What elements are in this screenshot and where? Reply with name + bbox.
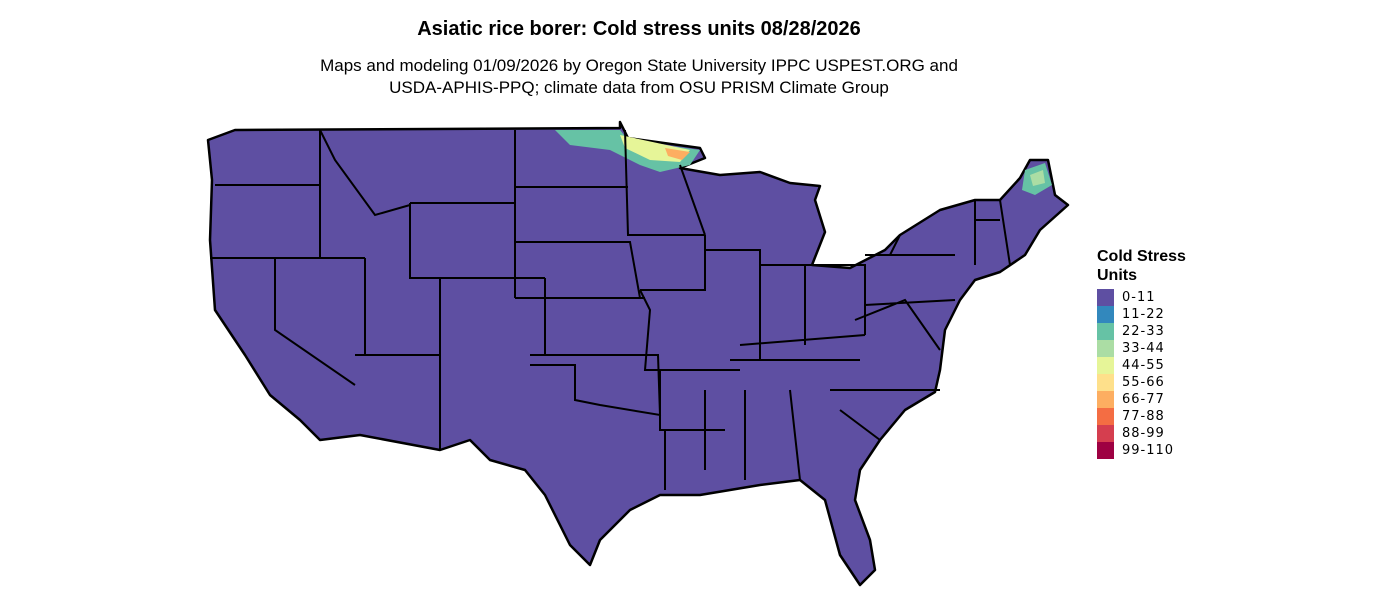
- patch-minnesota: [555, 130, 700, 172]
- legend-swatch: [1097, 442, 1114, 459]
- legend-swatch: [1097, 289, 1114, 306]
- legend-title: Cold Stress Units: [1097, 247, 1186, 285]
- legend-item: 11-22: [1097, 306, 1186, 323]
- legend-label: 99-110: [1122, 443, 1175, 458]
- legend-label: 55-66: [1122, 375, 1165, 390]
- legend-item: 55-66: [1097, 374, 1186, 391]
- subtitle-line-1: Maps and modeling 01/09/2026 by Oregon S…: [320, 56, 958, 75]
- legend-swatch: [1097, 425, 1114, 442]
- legend-item: 0-11: [1097, 289, 1186, 306]
- legend-item: 44-55: [1097, 357, 1186, 374]
- legend-label: 88-99: [1122, 426, 1165, 441]
- cold-stress-patches: [555, 130, 1052, 195]
- legend-label: 22-33: [1122, 324, 1165, 339]
- legend-label: 0-11: [1122, 290, 1156, 305]
- map-title: Asiatic rice borer: Cold stress units 08…: [417, 18, 861, 40]
- legend-title-line-2: Units: [1097, 267, 1137, 284]
- legend-label: 11-22: [1122, 307, 1165, 322]
- legend-item: 99-110: [1097, 442, 1186, 459]
- legend-label: 66-77: [1122, 392, 1165, 407]
- legend-swatch: [1097, 306, 1114, 323]
- legend-swatch: [1097, 408, 1114, 425]
- legend-title-line-1: Cold Stress: [1097, 248, 1186, 265]
- legend: Cold Stress Units 0-11 11-22 22-33 33-44 44-5…: [1097, 247, 1186, 459]
- map-subtitle: Maps and modeling 01/09/2026 by Oregon S…: [0, 55, 1278, 99]
- patch-maine-core: [1030, 170, 1045, 186]
- legend-swatch: [1097, 391, 1114, 408]
- us-outline: [206, 120, 1070, 587]
- legend-swatch: [1097, 357, 1114, 374]
- state-borders: [210, 129, 1011, 490]
- patch-minnesota-hot: [665, 148, 690, 160]
- legend-item: 33-44: [1097, 340, 1186, 357]
- legend-label: 77-88: [1122, 409, 1165, 424]
- legend-label: 44-55: [1122, 358, 1165, 373]
- legend-swatch: [1097, 374, 1114, 391]
- legend-swatch: [1097, 340, 1114, 357]
- legend-item: 88-99: [1097, 425, 1186, 442]
- legend-item: 77-88: [1097, 408, 1186, 425]
- legend-item: 66-77: [1097, 391, 1186, 408]
- legend-item: 22-33: [1097, 323, 1186, 340]
- legend-swatch: [1097, 323, 1114, 340]
- legend-label: 33-44: [1122, 341, 1165, 356]
- subtitle-line-2: USDA-APHIS-PPQ; climate data from OSU PR…: [389, 78, 889, 97]
